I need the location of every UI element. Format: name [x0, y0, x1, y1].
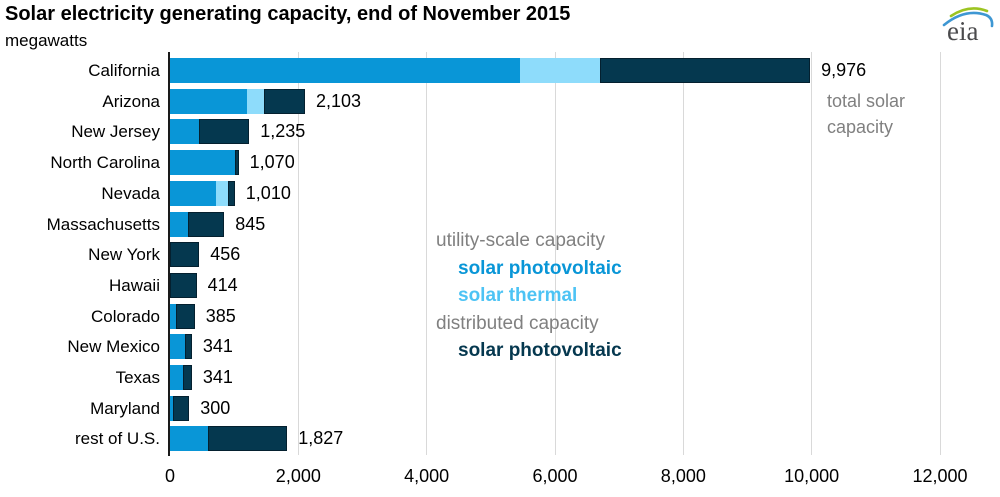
bar-segment-distributed-pv: [170, 272, 197, 298]
y-axis-line: [168, 52, 170, 456]
x-tick-label: 6,000: [532, 466, 578, 486]
legend-item: distributed capacity: [436, 312, 599, 334]
chart-units-label: megawatts: [5, 31, 88, 50]
bar-segment-distributed-pv: [172, 395, 190, 421]
bar-segment-distributed-pv: [264, 88, 305, 114]
bar-row: Hawaii 414: [0, 272, 1000, 298]
category-label: Texas: [115, 368, 160, 387]
bar-row: New Jersey 1,235: [0, 119, 1000, 145]
value-label: 300: [200, 397, 231, 418]
logo-text: eia: [947, 16, 978, 46]
category-label: California: [88, 61, 160, 80]
value-label: 341: [202, 336, 233, 357]
bar-row: Maryland 300: [0, 395, 1000, 421]
value-label: 9,976: [821, 60, 867, 80]
value-label: 845: [235, 213, 266, 234]
bar-row: Arizona 2,103: [0, 88, 1000, 114]
bar-row: New York 456: [0, 242, 1000, 268]
bar-row: New Mexico 341: [0, 334, 1000, 360]
legend-item: utility-scale capacity: [436, 230, 605, 251]
gridline: [554, 52, 556, 455]
bar-segment-distributed-pv: [235, 150, 239, 176]
category-label: North Carolina: [50, 153, 160, 173]
value-label: 385: [205, 305, 236, 326]
total-capacity-annotation: total solar capacity: [827, 91, 906, 137]
legend-item: solar thermal: [458, 285, 578, 306]
bar-segment-solar-thermal: [519, 58, 600, 83]
category-label: rest of U.S.: [74, 429, 160, 449]
bar-segment-distributed-pv: [185, 334, 192, 360]
value-label: 1,235: [260, 121, 306, 142]
gridline: [682, 52, 684, 455]
value-label: 1,010: [245, 182, 291, 203]
value-label: 456: [210, 244, 241, 265]
bar-segment-distributed-pv: [228, 180, 235, 206]
category-label: New York: [88, 245, 160, 265]
x-tick-label: 10,000: [784, 466, 840, 486]
value-label: 341: [202, 367, 233, 387]
legend-item: solar photovoltaic: [458, 257, 622, 279]
bar-segment-distributed-pv: [176, 303, 195, 329]
bar-row: Colorado 385: [0, 303, 1000, 329]
bar-segment-solar-thermal: [247, 88, 265, 114]
bar-segment-utility-pv: [170, 365, 183, 390]
gridline: [426, 52, 428, 455]
bar-row: Nevada 1,010: [0, 180, 1000, 206]
bar-segment-utility-pv: [170, 211, 188, 237]
category-label: Arizona: [102, 91, 160, 111]
category-label: New Mexico: [67, 337, 160, 357]
bar-segment-utility-pv: [170, 119, 199, 145]
category-label: Nevada: [101, 183, 160, 203]
eia-logo: eia: [942, 7, 994, 46]
category-label: New Jersey: [71, 122, 160, 142]
category-label: Maryland: [90, 398, 160, 418]
bar-row: North Carolina 1,070: [0, 150, 1000, 176]
gridline: [811, 52, 813, 455]
bar-segment-solar-thermal: [215, 180, 229, 206]
bar-segment-utility-pv: [170, 150, 236, 176]
bar-segment-utility-pv: [170, 180, 216, 206]
logo-swoosh-blue-icon: [942, 11, 994, 28]
chart-title: Solar electricity generating capacity, e…: [5, 3, 571, 25]
bar-segment-utility-pv: [170, 88, 247, 114]
bar-segment-distributed-pv: [182, 365, 192, 390]
bar-segment-utility-pv: [170, 58, 520, 83]
x-tick-label: 12,000: [912, 466, 968, 486]
x-tick-label: 2,000: [275, 466, 321, 486]
category-label: Massachusetts: [46, 214, 160, 234]
chart-legend: utility-scale capacity solar photovoltaic…: [436, 227, 622, 365]
bar-segment-distributed-pv: [198, 119, 250, 145]
x-tick-label: 8,000: [660, 466, 706, 486]
gridline: [939, 52, 941, 455]
x-tick-label: 4,000: [404, 466, 450, 486]
category-label: Colorado: [91, 306, 160, 326]
value-label: 1,827: [298, 428, 344, 449]
bar-segment-distributed-pv: [170, 242, 200, 268]
value-label: 2,103: [315, 90, 361, 111]
bar-row: California 9,976: [0, 58, 1000, 83]
x-tick-label: 0: [164, 466, 176, 486]
bar-segment-utility-pv: [170, 395, 173, 421]
bar-segment-distributed-pv: [599, 58, 811, 83]
bar-row: Texas 341: [0, 365, 1000, 390]
category-label: Hawaii: [108, 275, 160, 295]
bar-segment-distributed-pv: [207, 426, 288, 452]
logo-swoosh-green-icon: [949, 7, 989, 18]
bar-row: Massachusetts 845: [0, 211, 1000, 237]
bar-row: rest of U.S. 1,827: [0, 426, 1000, 452]
legend-item: solar photovoltaic: [458, 340, 622, 361]
value-label: 414: [207, 274, 238, 295]
bar-segment-distributed-pv: [187, 211, 225, 237]
bar-segment-utility-pv: [170, 303, 177, 329]
gridline: [297, 52, 299, 455]
bar-segment-utility-pv: [170, 426, 208, 452]
bar-segment-utility-pv: [170, 334, 186, 360]
value-label: 1,070: [249, 152, 295, 173]
